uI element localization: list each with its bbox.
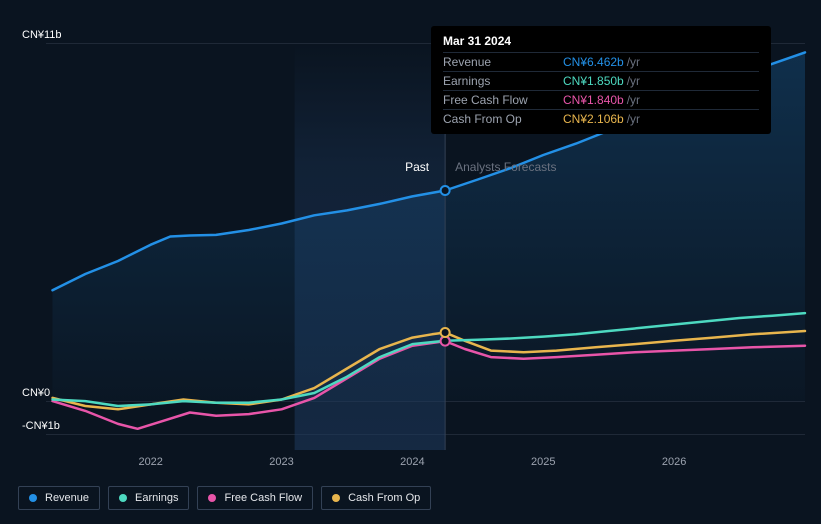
x-axis-label: 2024 bbox=[400, 456, 424, 468]
legend-label: Earnings bbox=[135, 492, 178, 504]
legend-item-fcf[interactable]: Free Cash Flow bbox=[197, 486, 313, 510]
legend-swatch bbox=[332, 494, 340, 502]
x-axis-label: 2025 bbox=[531, 456, 555, 468]
tooltip-unit: /yr bbox=[627, 112, 640, 126]
tooltip-unit: /yr bbox=[627, 93, 640, 107]
legend-label: Free Cash Flow bbox=[224, 492, 302, 504]
tooltip-row: EarningsCN¥1.850b/yr bbox=[443, 71, 759, 90]
tooltip-row: RevenueCN¥6.462b/yr bbox=[443, 52, 759, 71]
chart-tooltip: Mar 31 2024 RevenueCN¥6.462b/yrEarningsC… bbox=[431, 26, 771, 134]
tooltip-row: Cash From OpCN¥2.106b/yr bbox=[443, 109, 759, 128]
tooltip-metric-label: Earnings bbox=[443, 74, 563, 88]
x-axis-label: 2026 bbox=[662, 456, 686, 468]
legend-label: Revenue bbox=[45, 492, 89, 504]
financial-chart: Mar 31 2024 RevenueCN¥6.462b/yrEarningsC… bbox=[18, 10, 805, 470]
legend-label: Cash From Op bbox=[348, 492, 420, 504]
tooltip-unit: /yr bbox=[627, 74, 640, 88]
tooltip-metric-label: Free Cash Flow bbox=[443, 93, 563, 107]
legend-item-earnings[interactable]: Earnings bbox=[108, 486, 189, 510]
tooltip-metric-label: Cash From Op bbox=[443, 112, 563, 126]
x-axis-label: 2023 bbox=[269, 456, 293, 468]
tooltip-metric-label: Revenue bbox=[443, 55, 563, 69]
series-marker-cfo bbox=[441, 328, 450, 337]
tooltip-metric-value: CN¥1.840b bbox=[563, 93, 624, 107]
legend-item-revenue[interactable]: Revenue bbox=[18, 486, 100, 510]
series-marker-fcf bbox=[441, 337, 450, 346]
tooltip-unit: /yr bbox=[627, 55, 640, 69]
tooltip-date: Mar 31 2024 bbox=[443, 34, 759, 52]
series-marker-revenue bbox=[441, 186, 450, 195]
section-label-forecast: Analysts Forecasts bbox=[455, 160, 556, 174]
legend-item-cfo[interactable]: Cash From Op bbox=[321, 486, 431, 510]
x-axis-label: 2022 bbox=[138, 456, 162, 468]
tooltip-metric-value: CN¥6.462b bbox=[563, 55, 624, 69]
tooltip-metric-value: CN¥2.106b bbox=[563, 112, 624, 126]
legend-swatch bbox=[208, 494, 216, 502]
section-label-past: Past bbox=[405, 160, 429, 174]
legend-swatch bbox=[29, 494, 37, 502]
chart-legend: Revenue Earnings Free Cash Flow Cash From O… bbox=[18, 486, 431, 510]
tooltip-metric-value: CN¥1.850b bbox=[563, 74, 624, 88]
tooltip-row: Free Cash FlowCN¥1.840b/yr bbox=[443, 90, 759, 109]
legend-swatch bbox=[119, 494, 127, 502]
